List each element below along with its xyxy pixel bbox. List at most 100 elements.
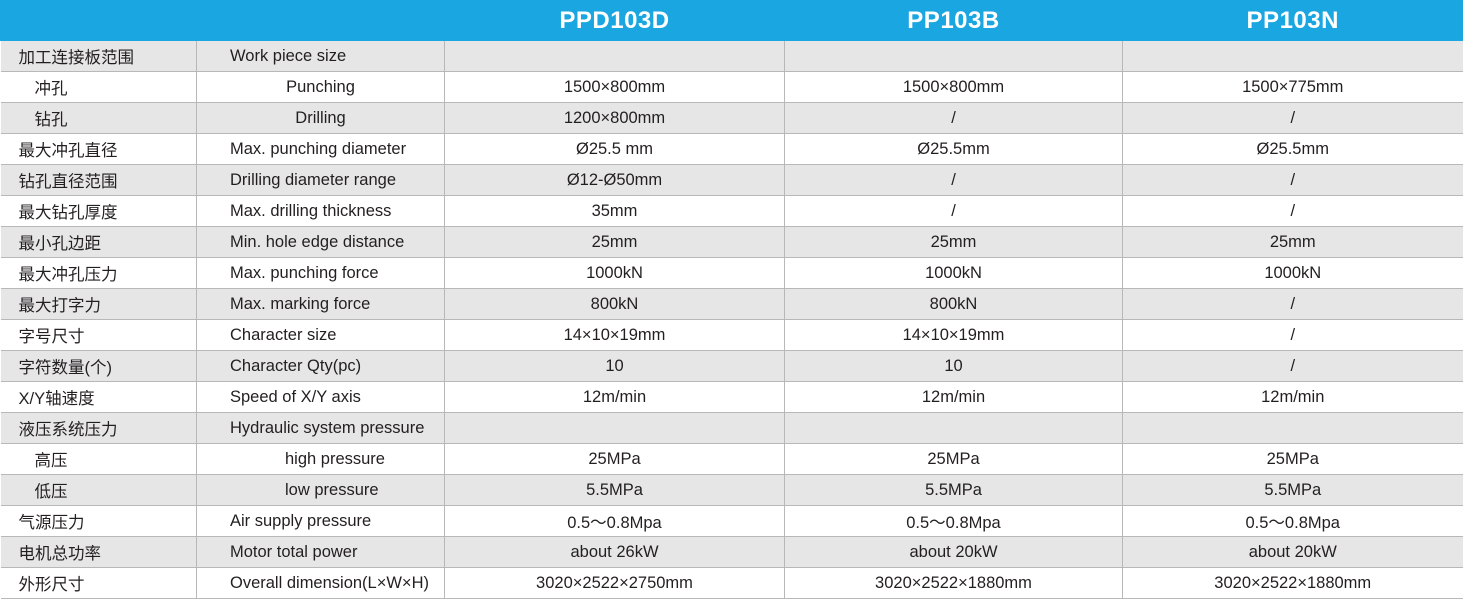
spec-label-zh: 最大冲孔压力 (0, 257, 197, 289)
spec-label-en: Speed of X/Y axis (196, 381, 445, 413)
spec-label-en: Min. hole edge distance (196, 226, 445, 258)
spec-label-zh: 电机总功率 (0, 536, 197, 568)
spec-value-pp103n: Ø25.5mm (1122, 133, 1463, 165)
spec-label-en: Motor total power (196, 536, 445, 568)
spec-value-pp103b: 5.5MPa (784, 474, 1123, 506)
spec-label-zh: 最大冲孔直径 (0, 133, 197, 165)
spec-label-zh: 低压 (0, 474, 197, 506)
spec-row: 电机总功率 Motor total power about 26kW about 20… (0, 536, 1463, 568)
spec-row: 钻孔 Drilling 1200×800mm / / (0, 102, 1463, 134)
spec-value-pp103n: 1500×775mm (1122, 71, 1463, 103)
spec-row: 最大冲孔压力 Max. punching force 1000kN 1000kN 100… (0, 257, 1463, 289)
spec-value-pp103b: / (784, 164, 1123, 196)
spec-value-ppd103d: 25MPa (444, 443, 785, 475)
spec-label-zh: 冲孔 (0, 71, 197, 103)
spec-row: X/Y轴速度 Speed of X/Y axis 12m/min 12m/min 12m… (0, 381, 1463, 413)
model-header-pp103n: PP103N (1122, 0, 1463, 41)
model-header-ppd103d: PPD103D (444, 0, 785, 41)
header-blank-zh (0, 0, 197, 41)
spec-value-pp103b: / (784, 195, 1123, 227)
spec-value-pp103b: 1500×800mm (784, 71, 1123, 103)
spec-row: 最小孔边距 Min. hole edge distance 25mm 25mm 25mm (0, 226, 1463, 258)
spec-label-zh: 外形尺寸 (0, 567, 197, 599)
spec-value-pp103b: about 20kW (784, 536, 1123, 568)
spec-value-pp103b (784, 41, 1123, 72)
spec-label-en: Work piece size (196, 41, 445, 72)
spec-value-pp103b: 12m/min (784, 381, 1123, 413)
spec-value-pp103b (784, 412, 1123, 444)
spec-value-pp103b: Ø25.5mm (784, 133, 1123, 165)
spec-value-ppd103d: 800kN (444, 288, 785, 320)
spec-value-ppd103d (444, 41, 785, 72)
spec-row: 加工连接板范围 Work piece size (0, 41, 1463, 72)
spec-label-en: Overall dimension(L×W×H) (196, 567, 445, 599)
spec-value-pp103n: / (1122, 288, 1463, 320)
spec-label-zh: 液压系统压力 (0, 412, 197, 444)
spec-value-pp103n (1122, 412, 1463, 444)
spec-value-pp103b: 3020×2522×1880mm (784, 567, 1123, 599)
spec-row: 字号尺寸 Character size 14×10×19mm 14×10×19mm / (0, 319, 1463, 351)
spec-row: 气源压力 Air supply pressure 0.5～0.8Mpa 0.5～0.8… (0, 505, 1463, 537)
spec-value-ppd103d: 3020×2522×2750mm (444, 567, 785, 599)
spec-row: 高压 high pressure 25MPa 25MPa 25MPa (0, 443, 1463, 475)
spec-value-pp103n: 5.5MPa (1122, 474, 1463, 506)
spec-value-ppd103d: 10 (444, 350, 785, 382)
spec-value-pp103n: 25MPa (1122, 443, 1463, 475)
spec-value-pp103b: 0.5～0.8Mpa (784, 505, 1123, 537)
spec-row: 字符数量(个) Character Qty(pc) 10 10/ (0, 350, 1463, 382)
spec-label-en: Drilling (196, 102, 445, 134)
spec-label-zh: 高压 (0, 443, 197, 475)
spec-value-ppd103d: Ø25.5 mm (444, 133, 785, 165)
header-row: PPD103D PP103B PP103N (0, 0, 1463, 41)
spec-value-ppd103d: 14×10×19mm (444, 319, 785, 351)
spec-label-en: Max. drilling thickness (196, 195, 445, 227)
spec-value-pp103n: / (1122, 164, 1463, 196)
spec-value-pp103b: 25MPa (784, 443, 1123, 475)
spec-label-en: Punching (196, 71, 445, 103)
spec-value-pp103n: / (1122, 102, 1463, 134)
spec-value-pp103b: 1000kN (784, 257, 1123, 289)
spec-label-en: Character size (196, 319, 445, 351)
spec-value-pp103n: 3020×2522×1880mm (1122, 567, 1463, 599)
spec-label-en: Drilling diameter range (196, 164, 445, 196)
spec-value-pp103n: 25mm (1122, 226, 1463, 258)
spec-value-pp103n: about 20kW (1122, 536, 1463, 568)
spec-label-en: Max. punching force (196, 257, 445, 289)
spec-value-pp103n (1122, 41, 1463, 72)
spec-label-en: low pressure (196, 474, 445, 506)
spec-row: 最大冲孔直径 Max. punching diameter Ø25.5 mm Ø25.… (0, 133, 1463, 165)
spec-label-en: Air supply pressure (196, 505, 445, 537)
spec-label-zh: 钻孔直径范围 (0, 164, 197, 196)
spec-label-en: Character Qty(pc) (196, 350, 445, 382)
spec-label-zh: 最大打字力 (0, 288, 197, 320)
spec-value-ppd103d: 12m/min (444, 381, 785, 413)
spec-value-ppd103d (444, 412, 785, 444)
spec-label-en: Hydraulic system pressure (196, 412, 445, 444)
spec-label-zh: 最大钻孔厚度 (0, 195, 197, 227)
spec-value-pp103n: 1000kN (1122, 257, 1463, 289)
spec-label-en: Max. punching diameter (196, 133, 445, 165)
spec-value-pp103n: / (1122, 195, 1463, 227)
spec-row: 外形尺寸 Overall dimension(L×W×H) 3020×2522×27… (0, 567, 1463, 599)
spec-value-ppd103d: 5.5MPa (444, 474, 785, 506)
spec-value-pp103n: 0.5～0.8Mpa (1122, 505, 1463, 537)
spec-value-ppd103d: 1500×800mm (444, 71, 785, 103)
spec-row: 最大打字力 Max. marking force 800kN 800kN / (0, 288, 1463, 320)
spec-value-ppd103d: 1200×800mm (444, 102, 785, 134)
model-header-pp103b: PP103B (784, 0, 1123, 41)
spec-label-en: Max. marking force (196, 288, 445, 320)
spec-value-ppd103d: Ø12-Ø50mm (444, 164, 785, 196)
spec-label-zh: 加工连接板范围 (0, 41, 197, 72)
header-blank-en (196, 0, 445, 41)
spec-value-pp103b: 10 (784, 350, 1123, 382)
spec-value-pp103b: 14×10×19mm (784, 319, 1123, 351)
spec-label-zh: 字号尺寸 (0, 319, 197, 351)
spec-row: 最大钻孔厚度 Max. drilling thickness 35mm / / (0, 195, 1463, 227)
spec-value-ppd103d: 0.5～0.8Mpa (444, 505, 785, 537)
spec-row: 冲孔 Punching 1500×800mm 1500×800mm 1500×775mm (0, 71, 1463, 103)
spec-value-pp103b: 25mm (784, 226, 1123, 258)
spec-label-en: high pressure (196, 443, 445, 475)
spec-row: 液压系统压力 Hydraulic system pressure (0, 412, 1463, 444)
spec-row: 低压 low pressure 5.5MPa 5.5MPa 5.5MPa (0, 474, 1463, 506)
spec-label-zh: 最小孔边距 (0, 226, 197, 258)
